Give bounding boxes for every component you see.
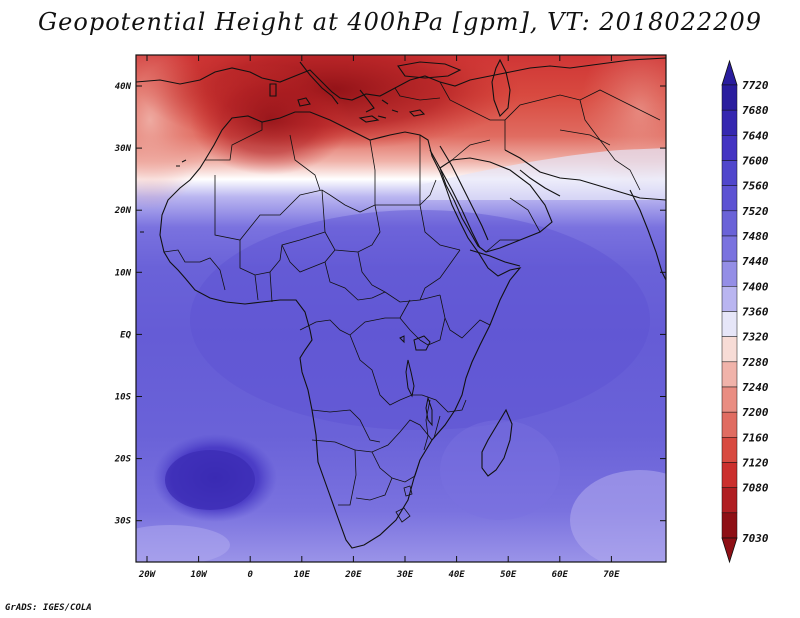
longitude-axis: 20W 10W 0 10E 20E 30E 40E 50E 60E 70E [138,55,620,580]
plot-frame [135,54,667,563]
colorbar-label: 7520 [742,205,769,218]
colorbar-swatch [721,437,738,463]
colorbar-label: 7080 [742,482,769,495]
lat-label: 10N [115,268,132,278]
lat-label: 20S [114,455,132,465]
lat-label: 30N [114,144,132,154]
lake-victoria [413,335,431,351]
colorbar-label: 7200 [742,406,769,419]
colorbar-swatch [721,361,738,388]
height-field [136,55,666,562]
colorbar-label: 7720 [742,79,769,92]
colorbar-label: 7160 [742,431,769,444]
colorbar-label: 7600 [742,155,769,168]
colorbar-label: 7120 [742,457,769,470]
lon-label: 40E [448,570,465,580]
lon-label: 20W [138,570,157,580]
colorbar-swatch [721,462,738,488]
colorbar-swatch [721,260,738,287]
colorbar-label: 7240 [742,381,769,394]
lat-label: 40N [115,82,132,92]
lon-label: 10E [294,570,311,580]
lon-label: 60E [552,570,569,580]
colorbar-label: 7680 [742,104,769,117]
colorbar-swatch [721,487,738,514]
colorbar-label: 7560 [742,180,769,193]
colorbar-bottom-arrow [721,537,738,564]
colorbar-swatch [721,411,738,438]
lat-label: 20N [114,206,132,216]
colorbar-swatch [721,135,738,161]
lon-label: 20E [344,570,362,580]
colorbar-label: 7480 [742,230,769,243]
colorbar-swatch [721,286,738,312]
colorbar-swatch [721,109,738,136]
colorbar-swatch [721,311,738,337]
lon-label: 30E [396,570,414,580]
colorbar-label: 7440 [742,255,769,268]
lon-label: 70E [603,570,620,580]
lon-label: 50E [500,570,517,580]
colorbar-swatch [721,185,738,212]
colorbar-label: 7320 [742,331,769,344]
grads-credit: GrADS: IGES/COLA [5,603,92,613]
colorbar: 7720 7680 7640 7600 7560 7520 7480 7440 7400 7360… [721,59,769,564]
colorbar-swatch [721,160,738,186]
lon-label: 0 [247,570,253,580]
lake-malawi [425,396,433,427]
country-borders [163,81,661,523]
colorbar-label: 7640 [742,129,769,142]
colorbar-swatch [721,235,738,262]
colorbar-label: 7280 [742,356,769,369]
lake-tanganyika [405,359,415,398]
colorbar-label: 7030 [742,532,769,545]
lat-label: 30S [114,517,132,527]
colorbar-top-arrow [721,59,738,86]
colorbar-label: 7360 [742,306,769,319]
colorbar-swatch [721,210,738,237]
latitude-axis: 40N 30N 20N 10N EQ 10S 20S 30S [114,82,666,527]
lon-label: 10W [190,570,208,580]
colorbar-swatch [721,336,738,363]
map-title: Geopotential Height at 400hPa [gpm], VT:… [38,8,762,36]
lakes [399,335,433,427]
colorbar-swatch [721,386,738,413]
lat-label: EQ [120,330,131,340]
lat-label: 10S [115,393,132,403]
colorbar-swatch [721,512,738,539]
colorbar-label: 7400 [742,280,769,293]
colorbar-swatch [721,84,738,111]
madagascar [481,408,513,477]
